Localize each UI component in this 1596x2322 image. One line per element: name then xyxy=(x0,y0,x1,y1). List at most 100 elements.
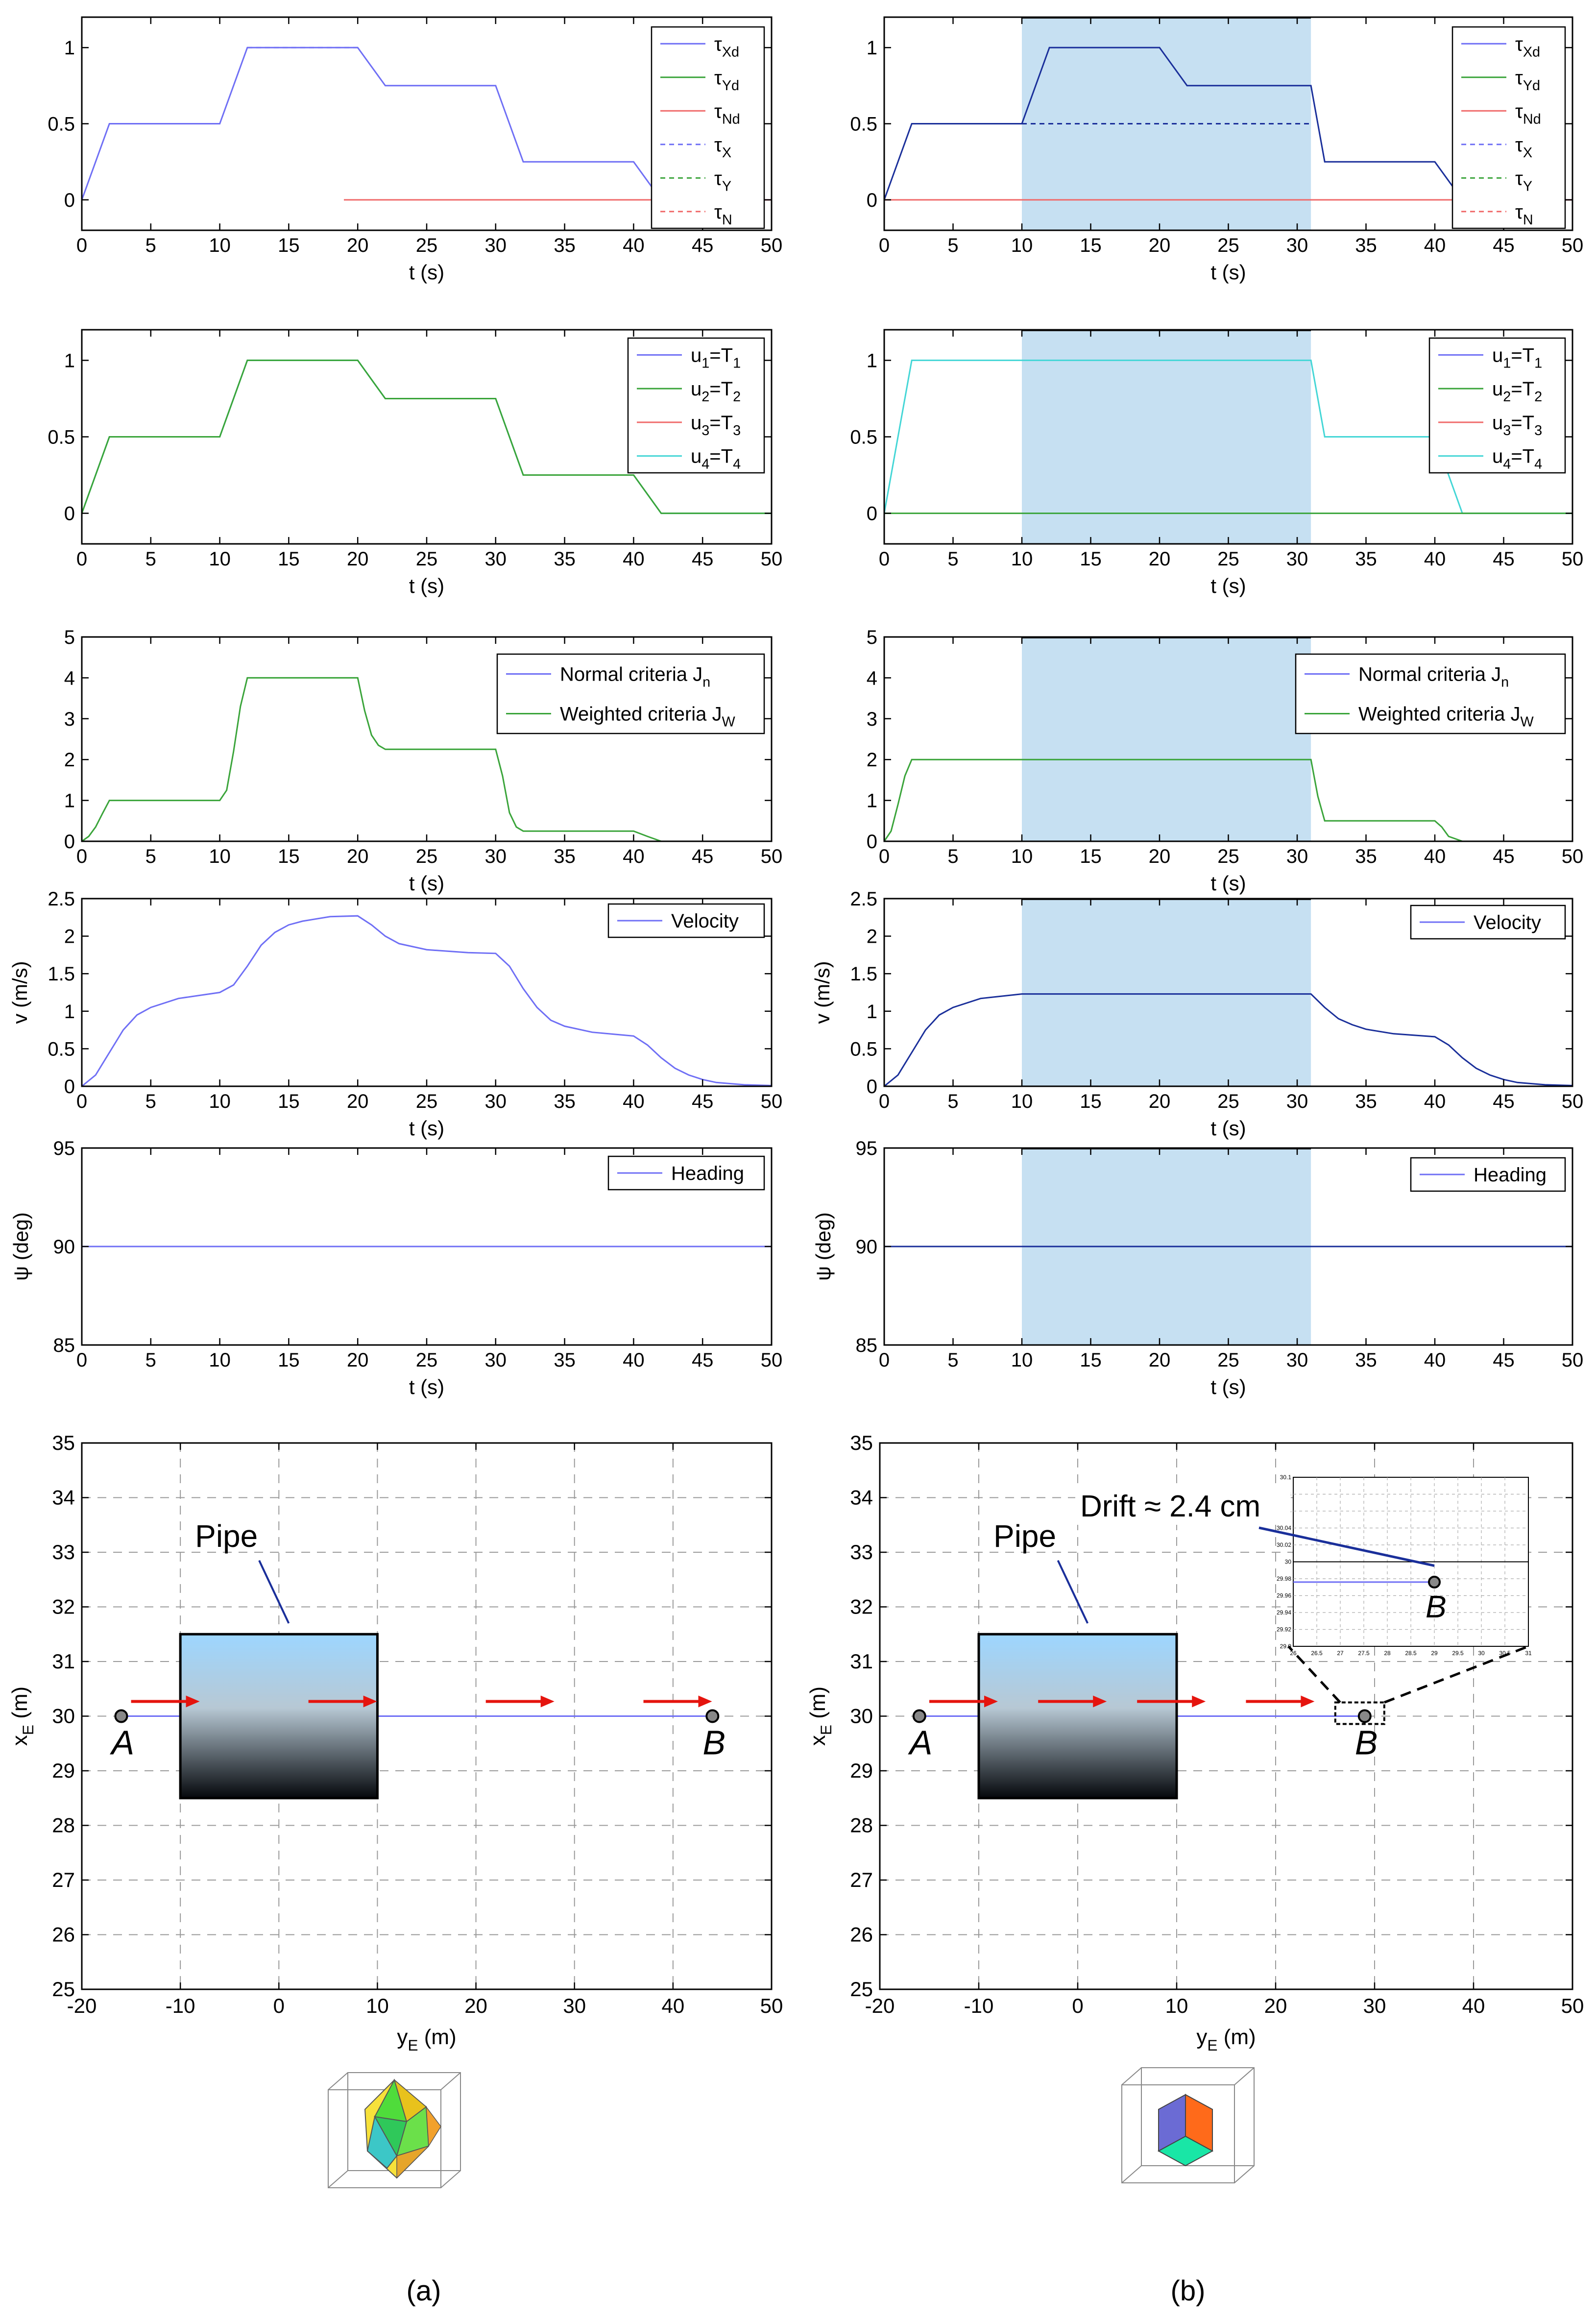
label-part: 1 xyxy=(1534,355,1542,371)
legend-entry: Normal criteria Jn xyxy=(560,664,710,690)
x-tick-label: 20 xyxy=(347,1091,369,1112)
x-tick-label: 35 xyxy=(1355,846,1377,867)
flow-arrowhead xyxy=(186,1695,200,1708)
x-tick-label: 40 xyxy=(1424,846,1446,867)
x-tick-label: 45 xyxy=(1493,846,1515,867)
y-tick-label: 34 xyxy=(850,1486,873,1509)
y-tick-label: 0 xyxy=(64,503,75,525)
x-tick-label: 35 xyxy=(1355,548,1377,570)
label-part: τ xyxy=(714,134,722,156)
legend-entry: τXd xyxy=(714,33,739,60)
y-tick-label: 29 xyxy=(850,1759,873,1782)
legend-box xyxy=(1451,26,1566,229)
x-tick-label: 5 xyxy=(145,1091,156,1112)
y-tick-label: 95 xyxy=(53,1138,75,1159)
y-tick-label: 0.5 xyxy=(850,427,877,448)
label-part: (m) xyxy=(418,2025,456,2049)
x-axis-label: t (s) xyxy=(409,872,444,895)
x-tick-label: 10 xyxy=(1011,1349,1033,1371)
x-tick-label: 40 xyxy=(623,548,645,570)
x-tick-label: 5 xyxy=(947,1091,958,1112)
x-tick-label: 10 xyxy=(209,1091,231,1112)
label-part: τ xyxy=(1515,134,1523,156)
x-axis-label: t (s) xyxy=(409,574,444,597)
x-tick-label: 15 xyxy=(278,1349,300,1371)
y-tick-label: 25 xyxy=(850,1978,873,2001)
y-tick-label: 0.5 xyxy=(48,427,75,448)
label-part: 1 xyxy=(701,355,709,371)
x-tick-label: 10 xyxy=(1011,548,1033,570)
x-tick-label: 10 xyxy=(1011,846,1033,867)
x-axis-label: t (s) xyxy=(1210,574,1246,597)
label-part: n xyxy=(1501,675,1509,690)
x-tick-label: 20 xyxy=(347,1349,369,1371)
label-part: =T xyxy=(1511,344,1534,366)
y-tick-label: 33 xyxy=(52,1540,75,1564)
label-part: y xyxy=(1196,2025,1207,2049)
y-tick-label: 0 xyxy=(867,1076,877,1098)
y-tick-label: 1 xyxy=(64,350,75,371)
x-tick-label: 50 xyxy=(1562,846,1584,867)
x-tick-label: 20 xyxy=(464,1994,487,2017)
legend-entry: Heading xyxy=(671,1163,744,1184)
flow-arrowhead xyxy=(363,1695,377,1708)
panel-label-a: (a) xyxy=(407,2275,441,2307)
y-tick-label: 85 xyxy=(856,1335,878,1356)
x-tick-label: 0 xyxy=(879,1349,890,1371)
x-tick-label: 30 xyxy=(1286,235,1308,256)
y-axis-label: xE (m) xyxy=(806,1687,835,1746)
y-tick-label: 28 xyxy=(850,1814,873,1837)
label-part: =T xyxy=(709,446,733,467)
chart-a6-trajectory: Pipe A B -20 -10 0 10 20 30 40 50 25 26 27 28 29 30 31 32 3… xyxy=(8,1431,783,2054)
legend-entry: u1=T1 xyxy=(691,344,741,371)
x-tick-label: 0 xyxy=(273,1994,285,2017)
x-tick-label: 0 xyxy=(76,548,87,570)
legend-entry: u3=T3 xyxy=(691,412,741,439)
y-axis-label: v (m/s) xyxy=(811,961,834,1024)
label-part: τ xyxy=(714,100,722,122)
x-axis-label: t (s) xyxy=(1210,1117,1246,1140)
y-tick-label: 1 xyxy=(64,790,75,812)
x-tick-label: 10 xyxy=(366,1994,389,2017)
label-part: τ xyxy=(714,168,722,189)
x-tick-label: 5 xyxy=(145,548,156,570)
x-tick-label: 10 xyxy=(1011,1091,1033,1112)
legend-entry: Velocity xyxy=(671,910,739,932)
x-tick-label: 5 xyxy=(947,1349,958,1371)
flow-arrowhead xyxy=(1301,1695,1315,1708)
inset-y-tick-label: 29.92 xyxy=(1277,1626,1291,1633)
label-part: τ xyxy=(714,67,722,89)
y-tick-label: 1 xyxy=(64,1001,75,1023)
x-tick-label: 25 xyxy=(416,548,438,570)
x-tick-label: 40 xyxy=(1424,548,1446,570)
label-part: τ xyxy=(1515,33,1523,55)
x-tick-label: 40 xyxy=(661,1994,684,2017)
legend-entry: τY xyxy=(1515,168,1532,194)
chart-b4-velocity: 0 5 10 15 20 25 30 35 40 45 50 0 0.5 1 1.5 2 2.5 t (s) v (… xyxy=(811,888,1583,1140)
label-part: y xyxy=(397,2025,408,2049)
x-tick-label: 45 xyxy=(692,235,714,256)
x-tick-label: 35 xyxy=(554,235,576,256)
waypoint-A xyxy=(912,1709,926,1723)
label-part: τ xyxy=(1515,168,1523,189)
y-tick-label: 31 xyxy=(850,1650,873,1673)
label-part: =T xyxy=(1511,412,1534,434)
label-part: 1 xyxy=(733,355,741,371)
x-tick-label: 40 xyxy=(623,1091,645,1112)
waypoint-label-B: B xyxy=(1355,1724,1378,1762)
inset-y-tick-label: 30.02 xyxy=(1277,1541,1291,1548)
inset-x-tick-label: 26 xyxy=(1290,1650,1297,1657)
zoom-box xyxy=(1334,1701,1385,1725)
label-part: Y xyxy=(1523,178,1532,194)
y-tick-label: 30 xyxy=(850,1705,873,1728)
x-tick-label: 50 xyxy=(1562,235,1584,256)
x-axis-label: t (s) xyxy=(1210,261,1246,284)
y-tick-label: 1 xyxy=(867,790,877,812)
x-tick-label: 30 xyxy=(1286,846,1308,867)
x-axis-label: yE (m) xyxy=(397,2025,456,2054)
x-tick-label: 40 xyxy=(1424,1349,1446,1371)
y-tick-label: 0.5 xyxy=(850,1038,877,1060)
